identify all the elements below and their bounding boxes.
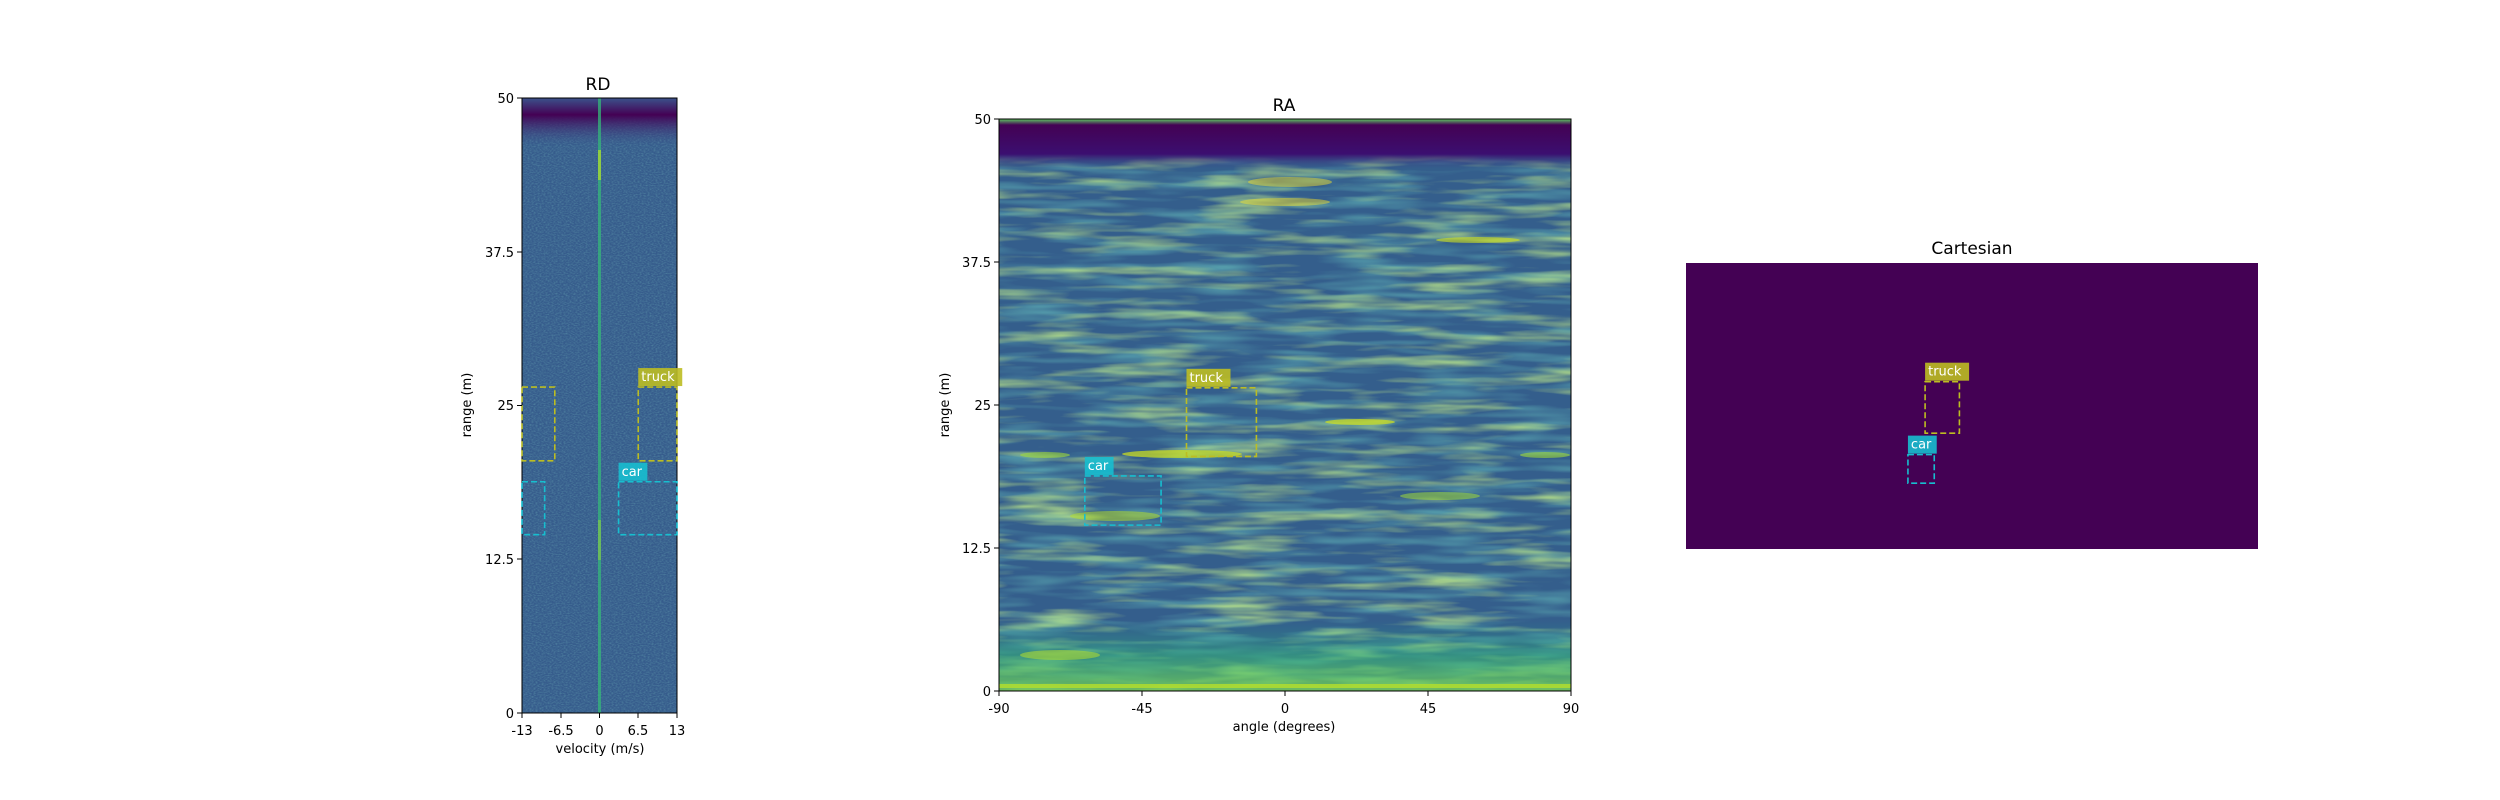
rd-box <box>617 480 678 536</box>
cartesian-box <box>1924 380 1961 434</box>
ra-xlabel: angle (degrees) <box>1233 720 1336 735</box>
ra-label: truck <box>1189 371 1223 386</box>
ra-ytick-label: 0 <box>983 685 991 700</box>
ra-xtick-label: -45 <box>1131 702 1152 717</box>
ra-xtick-label: 90 <box>1563 702 1580 717</box>
cartesian-heatmap <box>1686 263 2258 549</box>
cartesian-label: truck <box>1928 365 1962 380</box>
rd-xtick-label: 6.5 <box>628 724 649 739</box>
rd-ytick-label: 37.5 <box>485 246 514 261</box>
ra-label-bg <box>1186 368 1231 387</box>
ra-heatmap <box>998 118 1572 692</box>
ra-ytick-label: 12.5 <box>962 542 991 557</box>
ra-xtick-label: 45 <box>1420 702 1437 717</box>
rd-panel: RD truck car -13 -6.5 0 6.5 13 velocity (… <box>460 75 685 757</box>
cartesian-label: car <box>1911 438 1932 453</box>
rd-x-axis: -13 -6.5 0 6.5 13 velocity (m/s) <box>511 713 685 757</box>
ra-ytick-label: 25 <box>974 399 991 414</box>
rd-ylabel: range (m) <box>460 373 475 438</box>
ra-x-axis: -90 -45 0 45 90 angle (degrees) <box>988 691 1579 735</box>
rd-box <box>521 386 556 462</box>
rd-xtick-label: 0 <box>595 724 603 739</box>
rd-xtick-label: 13 <box>669 724 686 739</box>
cartesian-title: Cartesian <box>1931 239 2012 259</box>
rd-y-axis: 0 12.5 25 37.5 50 range (m) <box>460 92 522 722</box>
ra-box <box>1185 387 1258 458</box>
cartesian-label-bg <box>1907 435 1937 454</box>
ra-xtick-label: 0 <box>1281 702 1289 717</box>
ra-label: car <box>1088 459 1109 474</box>
rd-label-bg <box>618 462 648 481</box>
rd-box <box>637 386 678 462</box>
rd-label-bg <box>638 368 683 387</box>
rd-ytick-label: 25 <box>497 399 514 414</box>
cartesian-panel: Cartesian truck car <box>1686 239 2258 549</box>
ra-title: RA <box>1273 96 1296 116</box>
rd-box <box>521 480 546 536</box>
rd-heatmap <box>521 97 678 714</box>
rd-ytick-label: 50 <box>497 92 514 107</box>
ra-box <box>1084 475 1162 526</box>
ra-label-bg <box>1084 456 1114 475</box>
cartesian-boxes: truck car <box>1907 362 1970 485</box>
rd-ytick-label: 0 <box>506 707 514 722</box>
ra-y-axis: 0 12.5 25 37.5 50 range (m) <box>938 113 999 700</box>
cartesian-label-bg <box>1925 362 1970 381</box>
rd-label: truck <box>641 370 675 385</box>
cartesian-box <box>1907 453 1936 485</box>
rd-xtick-label: -6.5 <box>548 724 573 739</box>
ra-ytick-label: 50 <box>974 113 991 128</box>
rd-ytick-label: 12.5 <box>485 553 514 568</box>
rd-xtick-label: -13 <box>511 724 532 739</box>
rd-xlabel: velocity (m/s) <box>556 742 645 757</box>
rd-label: car <box>622 465 643 480</box>
ra-xtick-label: -90 <box>988 702 1009 717</box>
ra-boxes: truck car <box>1084 368 1258 526</box>
ra-ytick-label: 37.5 <box>962 256 991 271</box>
rd-title: RD <box>586 75 611 95</box>
rd-boxes: truck car <box>521 368 683 536</box>
ra-ylabel: range (m) <box>938 373 953 438</box>
